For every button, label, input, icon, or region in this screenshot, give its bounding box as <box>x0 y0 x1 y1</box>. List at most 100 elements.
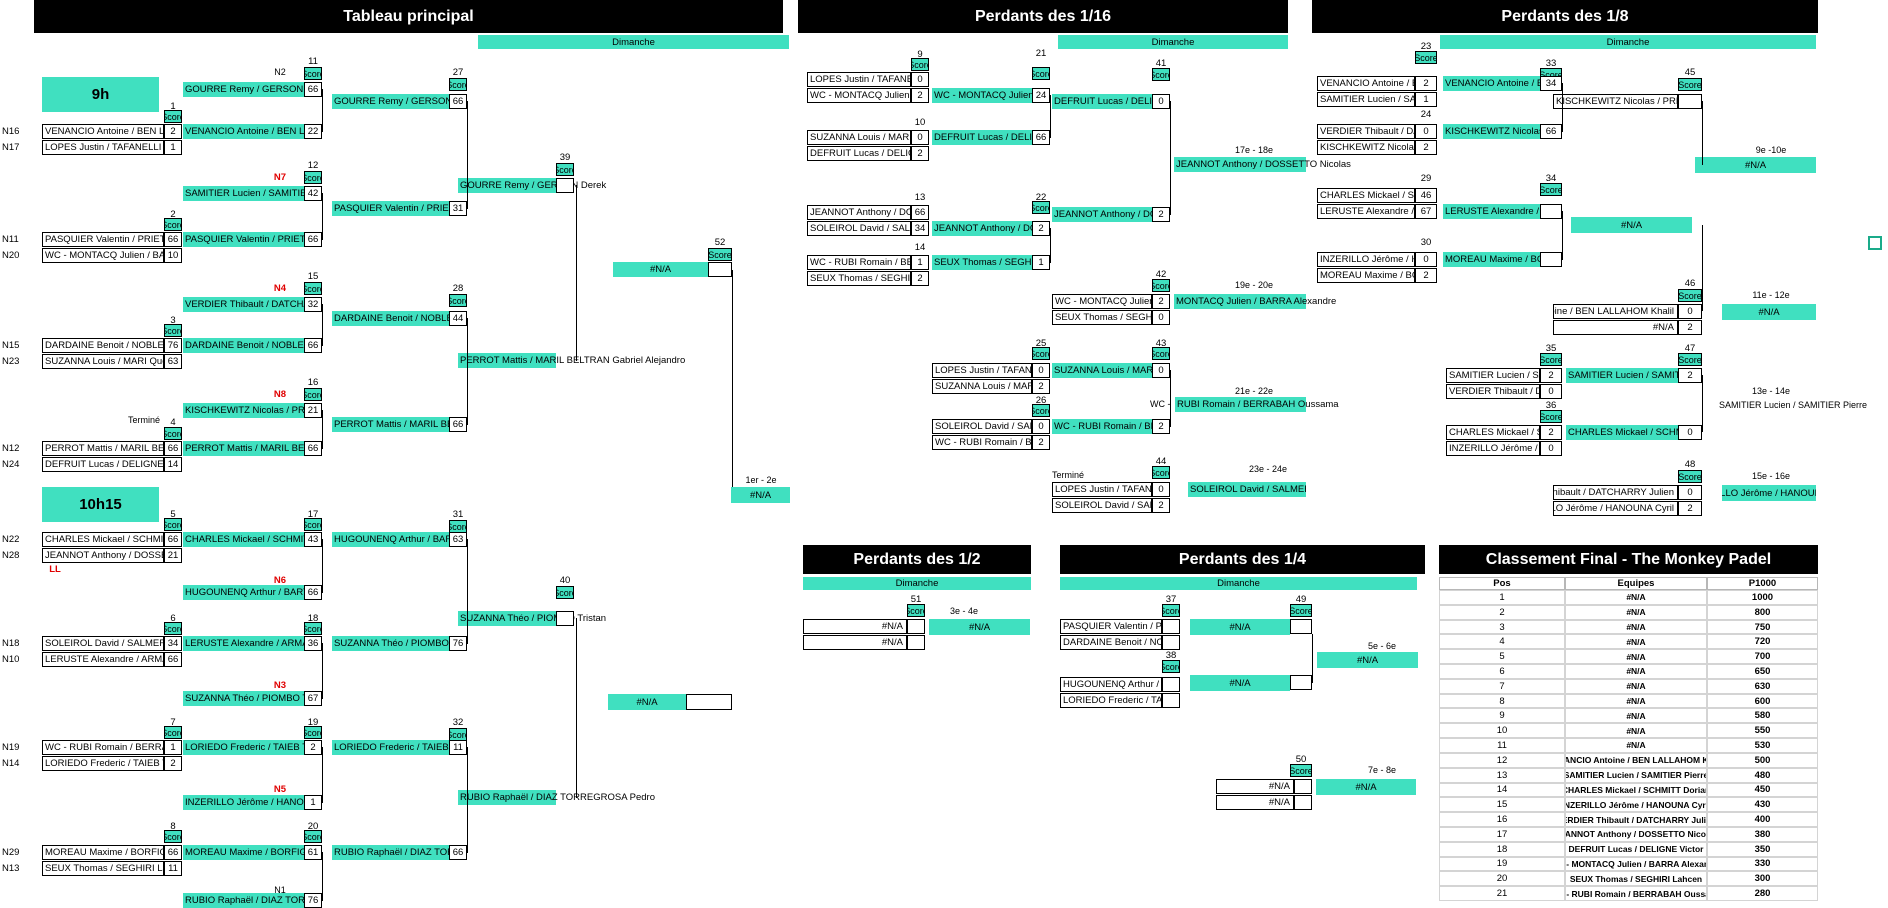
team-cell[interactable]: #N/A <box>1216 779 1294 794</box>
score-header[interactable]: Score <box>1152 347 1170 360</box>
ranking-team[interactable]: #N/A <box>1565 649 1707 665</box>
score-header[interactable]: Score <box>164 324 182 337</box>
team-cell[interactable]: LERUSTE Alexandre / ARMAND Evan <box>183 636 304 651</box>
ranking-points[interactable]: 580 <box>1707 708 1818 724</box>
score-cell[interactable]: 66 <box>304 82 322 97</box>
ranking-points[interactable]: 450 <box>1707 782 1818 798</box>
team-cell[interactable]: WC - MONTACQ Julien / BARRA Alexandre <box>42 248 164 263</box>
ranking-pos[interactable]: 3 <box>1439 619 1565 635</box>
score-cell[interactable]: 0 <box>1540 441 1562 456</box>
team-cell[interactable]: SAMITIER Lucien / SAMITIER Pierre <box>1317 92 1415 107</box>
winner-cell[interactable]: PERROT Mattis / MARIL BELTRAN Gabriel Al… <box>458 353 686 368</box>
ranking-team[interactable]: #N/A <box>1565 664 1707 679</box>
score-cell[interactable]: 0 <box>911 130 929 145</box>
ranking-pos[interactable]: 12 <box>1439 752 1565 768</box>
team-cell[interactable]: CHARLES Mickael / SCHMITT Dorian <box>1566 425 1678 440</box>
score-cell[interactable]: 36 <box>304 636 322 651</box>
team-cell[interactable]: SUZANNA Théo / PIOMBO Tristan <box>332 636 449 651</box>
day-banner-losers-8[interactable]: Dimanche <box>1440 35 1816 49</box>
team-cell[interactable]: LOPES Justin / TAFANELLI Jean baptiste <box>1052 482 1152 497</box>
score-cell[interactable]: 2 <box>1540 425 1562 440</box>
score-header[interactable]: Score <box>1678 78 1702 91</box>
team-cell[interactable]: DARDAINE Benoit / NOBLECOURT Steeve <box>183 338 304 353</box>
score-cell[interactable]: 0 <box>1032 419 1050 434</box>
team-cell[interactable]: CHARLES Mickael / SCHMITT Dorian <box>1317 188 1415 203</box>
team-cell[interactable]: #N/A <box>803 619 907 634</box>
ranking-points[interactable]: 720 <box>1707 634 1818 650</box>
team-cell[interactable]: #N/A <box>1553 320 1678 335</box>
time-slot-10h15[interactable]: 10h15 <box>42 487 159 522</box>
ranking-team[interactable]: VENANCIO Antoine / BEN LALLAHOM Khalil <box>1565 752 1707 768</box>
score-cell[interactable]: 34 <box>1540 76 1562 91</box>
score-header[interactable]: Score <box>304 726 322 739</box>
score-cell[interactable]: 1 <box>911 255 929 270</box>
score-cell[interactable]: 66 <box>304 232 322 247</box>
ranking-points[interactable]: 330 <box>1707 856 1818 872</box>
score-header[interactable]: Score <box>1032 201 1050 214</box>
score-cell[interactable]: 66 <box>304 338 322 353</box>
score-header[interactable]: Score <box>1152 68 1170 81</box>
team-cell[interactable]: INZERILLO Jérôme / HANOUNA Cyril <box>1446 441 1540 456</box>
score-cell[interactable]: 66 <box>164 845 182 860</box>
score-cell[interactable]: 44 <box>449 311 467 326</box>
ranking-team[interactable]: #N/A <box>1565 604 1707 620</box>
team-cell[interactable]: VERDIER Thibault / DATCHARRY Julien <box>1446 384 1540 399</box>
team-cell[interactable]: PERROT Mattis / MARIL BELTRAN Gabriel Al… <box>42 441 164 456</box>
ranking-team[interactable]: CHARLES Mickael / SCHMITT Dorian <box>1565 782 1707 798</box>
team-cell[interactable]: WC - RUBI Romain / BERRABAH Oussama <box>42 740 164 755</box>
team-cell[interactable]: RUBIO Raphaël / DIAZ TORREGROSA Pedro <box>332 845 449 860</box>
score-header[interactable]: Score <box>1032 67 1050 80</box>
score-header[interactable]: Score <box>304 830 322 843</box>
score-cell[interactable]: 21 <box>304 403 322 418</box>
score-cell[interactable]: 66 <box>164 232 182 247</box>
team-cell[interactable]: WC - MONTACQ Julien / BARRA Alexandre <box>932 88 1032 103</box>
score-header[interactable]: Score <box>304 67 322 80</box>
ranking-points[interactable]: 700 <box>1707 649 1818 665</box>
result-cell[interactable]: #N/A <box>1317 652 1418 668</box>
ranking-points[interactable]: 430 <box>1707 797 1818 813</box>
ranking-team[interactable]: WC - MONTACQ Julien / BARRA Alexandre <box>1565 856 1707 872</box>
ranking-pos[interactable]: 17 <box>1439 826 1565 842</box>
score-cell[interactable]: 43 <box>304 532 322 547</box>
team-cell[interactable]: LERUSTE Alexandre / ARMAND Evan <box>1443 204 1540 219</box>
ranking-team[interactable]: SAMITIER Lucien / SAMITIER Pierre <box>1565 767 1707 783</box>
team-cell[interactable]: GOURRE Remy / GERSON Derek <box>332 94 449 109</box>
score-cell[interactable]: 1 <box>164 740 182 755</box>
score-cell[interactable] <box>907 619 925 634</box>
score-header[interactable]: Score <box>911 58 929 71</box>
score-cell[interactable]: 42 <box>304 186 322 201</box>
score-cell[interactable]: 0 <box>1152 363 1170 378</box>
ranking-pos[interactable]: 10 <box>1439 723 1565 739</box>
team-cell[interactable]: WC - RUBI Romain / BERRABAH Oussama <box>1052 419 1152 434</box>
team-cell[interactable]: JEANNOT Anthony / DOSSETTO Nicolas <box>932 221 1032 236</box>
score-header[interactable]: Score <box>304 282 322 295</box>
ranking-team[interactable]: WC - RUBI Romain / BERRABAH Oussama <box>1565 886 1707 901</box>
score-cell[interactable]: 1 <box>1032 255 1050 270</box>
team-cell[interactable]: WC - MONTACQ Julien / BARRA Alexandre <box>807 88 911 103</box>
team-cell[interactable]: VERDIER Thibault / DATCHARRY Julien <box>183 297 304 312</box>
score-cell[interactable] <box>907 635 925 650</box>
ranking-points[interactable]: 280 <box>1707 886 1818 901</box>
score-header[interactable]: Score <box>164 726 182 739</box>
team-cell[interactable]: PASQUIER Valentin / PRIETO Hugo <box>1060 619 1162 634</box>
team-cell[interactable]: LERUSTE Alexandre / ARMAND Evan <box>42 652 164 667</box>
ranking-team[interactable]: INZERILLO Jérôme / HANOUNA Cyril <box>1565 797 1707 813</box>
ranking-points[interactable]: 600 <box>1707 693 1818 709</box>
team-cell[interactable]: SOLEIROL David / SALMERON Romain <box>42 636 164 651</box>
team-cell[interactable]: LERUSTE Alexandre / ARMAND Evan <box>1317 204 1415 219</box>
score-cell[interactable]: 2 <box>304 740 322 755</box>
score-cell[interactable]: 76 <box>449 636 467 651</box>
score-cell[interactable]: 0 <box>1152 482 1170 497</box>
team-cell[interactable]: SUZANNA Louis / MARI Quentin <box>42 354 164 369</box>
team-cell[interactable]: JEANNOT Anthony / DOSSETTO Nicolas <box>42 548 164 563</box>
score-cell[interactable]: 1 <box>164 140 182 155</box>
score-cell[interactable]: 0 <box>1678 425 1702 440</box>
day-banner-main[interactable]: Dimanche <box>478 35 789 49</box>
team-cell[interactable]: WC - RUBI Romain / BERRABAH Oussama <box>932 435 1032 450</box>
score-cell[interactable]: 22 <box>304 124 322 139</box>
score-cell[interactable] <box>708 262 732 277</box>
ranking-pos[interactable]: 14 <box>1439 782 1565 798</box>
ranking-pos[interactable]: 7 <box>1439 678 1565 694</box>
score-cell[interactable]: 66 <box>1032 130 1050 145</box>
ranking-pos[interactable]: 5 <box>1439 649 1565 665</box>
